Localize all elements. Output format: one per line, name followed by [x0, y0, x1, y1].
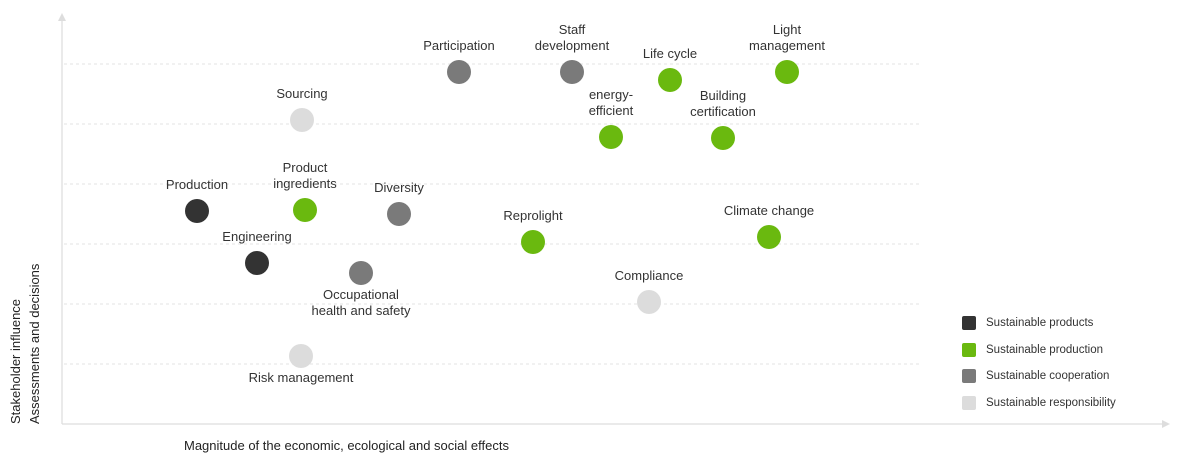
- point-label: Light management: [749, 22, 825, 53]
- point-label-line: Compliance: [615, 268, 684, 283]
- point-label-line: Building: [700, 88, 746, 103]
- data-point: [521, 230, 545, 254]
- data-point: [711, 126, 735, 150]
- data-point: [387, 202, 411, 226]
- point-label: Reprolight: [503, 208, 563, 223]
- point-label: Sourcing: [276, 86, 327, 101]
- data-point: [447, 60, 471, 84]
- point-label: Risk management: [249, 370, 354, 385]
- legend-swatch: [962, 369, 976, 383]
- point-label: Participation: [423, 38, 495, 53]
- point-label-line: management: [749, 38, 825, 53]
- legend-label: Sustainable production: [986, 343, 1103, 356]
- data-point: [290, 108, 314, 132]
- legend-label: Sustainable products: [986, 317, 1094, 329]
- data-point: [775, 60, 799, 84]
- x-axis-arrow-icon: [1162, 420, 1170, 428]
- x-axis-title: Magnitude of the economic, ecological an…: [184, 438, 509, 453]
- legend-swatch: [962, 342, 976, 357]
- legend-label: Sustainable cooperation: [986, 370, 1110, 382]
- point-label-line: Reprolight: [503, 208, 563, 223]
- data-point: [637, 290, 661, 314]
- point-label-line: Climate change: [724, 203, 814, 218]
- point-label-line: Occupational: [323, 287, 399, 302]
- data-point: [289, 344, 313, 368]
- data-point: [293, 198, 317, 222]
- legend-item-cooperation: Sustainable cooperation: [962, 367, 1116, 385]
- point-label-line: ingredients: [273, 176, 337, 191]
- point-label-line: Light: [773, 22, 802, 37]
- point-label-line: development: [535, 38, 610, 53]
- y-axis-title-line-2: Assessments and decisions: [27, 263, 42, 424]
- y-axis-arrow-icon: [58, 13, 66, 21]
- data-point: [349, 261, 373, 285]
- data-point: [599, 125, 623, 149]
- point-label: Staff development: [535, 22, 610, 53]
- point-label-line: Diversity: [374, 180, 424, 195]
- legend-item-responsibility: Sustainable responsibility: [962, 394, 1116, 412]
- point-label: Diversity: [374, 180, 424, 195]
- point-label-line: Participation: [423, 38, 495, 53]
- point-label-line: Life cycle: [643, 46, 697, 61]
- point-label: energy-efficient: [589, 87, 634, 118]
- legend-swatch: [962, 316, 976, 330]
- legend-item-products: Sustainable products: [962, 314, 1116, 332]
- point-label: Production: [166, 177, 228, 192]
- point-label-line: Production: [166, 177, 228, 192]
- data-point: [658, 68, 682, 92]
- point-label: Compliance: [615, 268, 684, 283]
- point-label-line: Engineering: [222, 229, 291, 244]
- legend-swatch: [962, 395, 976, 410]
- point-label-line: Staff: [559, 22, 586, 37]
- data-point: [560, 60, 584, 84]
- legend-item-production: Sustainable production: [962, 341, 1116, 359]
- point-label: Building certification: [690, 88, 756, 119]
- point-label-line: Product: [283, 160, 328, 175]
- point-label-line: Sourcing: [276, 86, 327, 101]
- point-label-line: health and safety: [311, 303, 411, 318]
- point-label-line: efficient: [589, 103, 634, 118]
- legend: Sustainable products Sustainable product…: [962, 314, 1116, 420]
- point-label: Climate change: [724, 203, 814, 218]
- point-label: Product ingredients: [273, 160, 337, 191]
- data-point: [757, 225, 781, 249]
- data-point: [185, 199, 209, 223]
- y-axis-title-line-1: Stakeholder influence: [8, 299, 23, 424]
- point-label-line: certification: [690, 104, 756, 119]
- point-label: Engineering: [222, 229, 291, 244]
- data-points: Participation Staff development Life cycle L…: [166, 22, 825, 385]
- point-label-line: energy-: [589, 87, 633, 102]
- point-label-line: Risk management: [249, 370, 354, 385]
- legend-label: Sustainable responsibility: [986, 396, 1116, 409]
- point-label: Occupational health and safety: [311, 287, 411, 318]
- point-label: Life cycle: [643, 46, 697, 61]
- data-point: [245, 251, 269, 275]
